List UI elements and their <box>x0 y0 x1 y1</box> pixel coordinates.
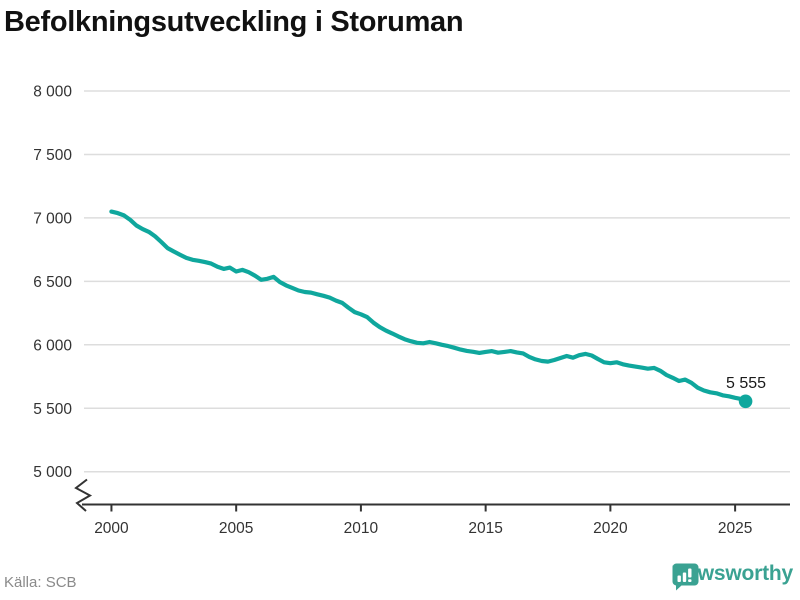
chart-title: Befolkningsutveckling i Storuman <box>4 6 464 38</box>
y-tick-label: 5 500 <box>33 401 72 418</box>
newsworthy-logo-text: Newsworthy <box>671 562 793 585</box>
y-axis-tick-labels: 5 000 5 500 6 000 6 500 7 000 7 500 8 000 <box>33 84 72 482</box>
y-tick-label: 8 000 <box>33 84 72 101</box>
gridlines <box>84 90 790 473</box>
x-tick-label: 2025 <box>718 520 752 537</box>
x-tick-label: 2005 <box>219 520 253 537</box>
y-tick-label: 5 000 <box>33 464 72 481</box>
axis-break-zigzag <box>74 478 93 512</box>
last-point-dot <box>738 394 753 409</box>
y-tick-label: 6 000 <box>33 337 72 354</box>
population-line-chart: 5 000 5 500 6 000 6 500 7 000 7 500 8 000 2000… <box>33 84 790 537</box>
x-tick-label: 2000 <box>94 520 129 537</box>
x-tick-label: 2020 <box>593 520 628 537</box>
x-axis: 2000 2005 2010 2015 2020 2025 <box>82 503 790 537</box>
y-tick-label: 6 500 <box>33 274 72 291</box>
x-tick-label: 2015 <box>468 520 502 537</box>
y-axis-break-icon <box>74 478 93 512</box>
y-tick-label: 7 500 <box>33 147 72 164</box>
population-series <box>109 209 753 409</box>
population-line <box>109 209 748 404</box>
y-tick-label: 7 000 <box>33 210 72 227</box>
newsworthy-logo[interactable]: Newsworthy <box>671 562 793 591</box>
last-value-label: 5 555 <box>726 375 766 392</box>
x-tick-label: 2010 <box>344 520 379 537</box>
source-caption: Källa: SCB <box>4 574 77 591</box>
newsworthy-speech-bubble-bar-chart-icon <box>672 563 699 591</box>
